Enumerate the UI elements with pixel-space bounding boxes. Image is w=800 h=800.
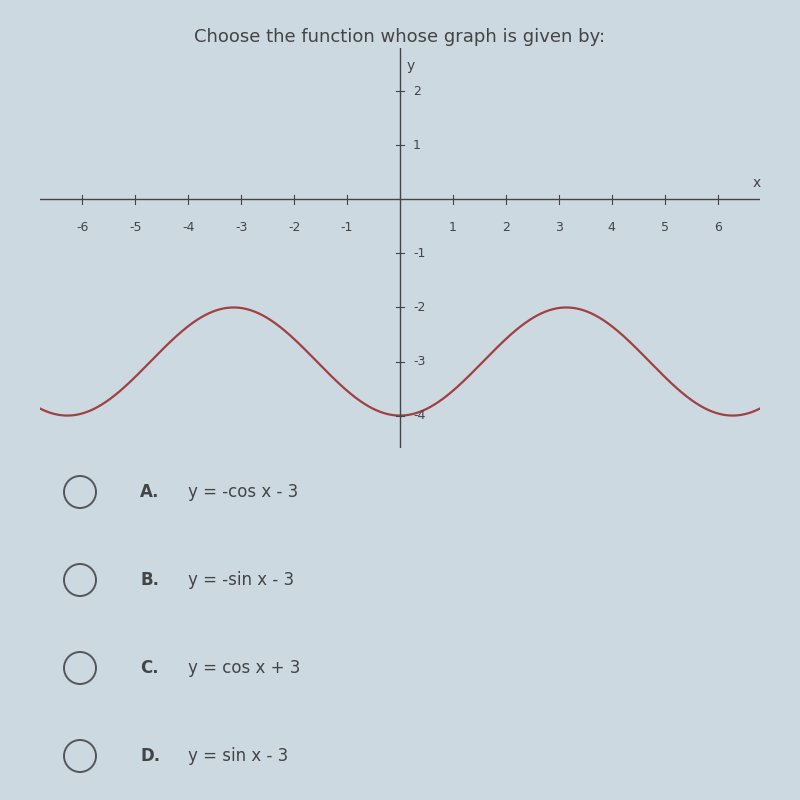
Text: x: x <box>753 176 761 190</box>
Text: y = -cos x - 3: y = -cos x - 3 <box>188 483 298 501</box>
Text: y = cos x + 3: y = cos x + 3 <box>188 659 300 677</box>
Text: 4: 4 <box>608 221 616 234</box>
Text: 6: 6 <box>714 221 722 234</box>
Text: -1: -1 <box>413 247 426 260</box>
Text: -5: -5 <box>129 221 142 234</box>
Text: D.: D. <box>140 747 160 765</box>
Text: -2: -2 <box>413 301 426 314</box>
Text: -4: -4 <box>182 221 194 234</box>
Text: y = -sin x - 3: y = -sin x - 3 <box>188 571 294 589</box>
Text: 2: 2 <box>502 221 510 234</box>
Text: -2: -2 <box>288 221 300 234</box>
Text: -4: -4 <box>413 409 426 422</box>
Text: Choose the function whose graph is given by:: Choose the function whose graph is given… <box>194 28 606 46</box>
Text: -1: -1 <box>341 221 354 234</box>
Text: C.: C. <box>140 659 158 677</box>
Text: 5: 5 <box>661 221 669 234</box>
Text: y: y <box>406 58 414 73</box>
Text: 1: 1 <box>449 221 457 234</box>
Text: A.: A. <box>140 483 159 501</box>
Text: -6: -6 <box>76 221 89 234</box>
Text: 3: 3 <box>555 221 562 234</box>
Text: y = sin x - 3: y = sin x - 3 <box>188 747 288 765</box>
Text: 2: 2 <box>413 85 421 98</box>
Text: 1: 1 <box>413 138 421 152</box>
Text: -3: -3 <box>413 355 426 368</box>
Text: -3: -3 <box>235 221 247 234</box>
Text: B.: B. <box>140 571 159 589</box>
